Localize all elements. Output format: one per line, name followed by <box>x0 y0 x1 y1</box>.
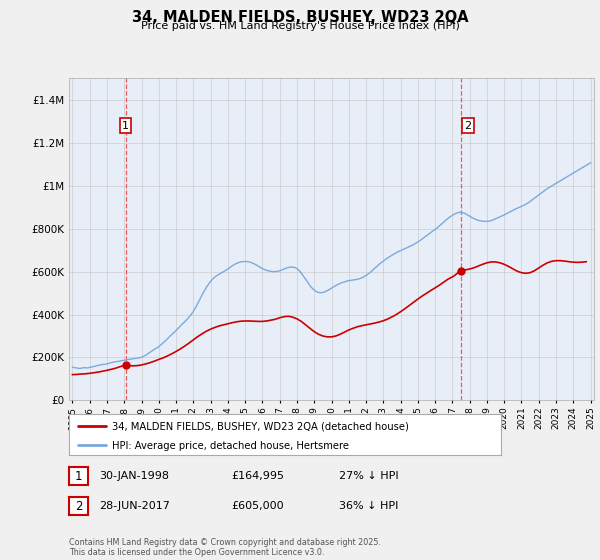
Text: 30-JAN-1998: 30-JAN-1998 <box>99 471 169 481</box>
Text: 28-JUN-2017: 28-JUN-2017 <box>99 501 170 511</box>
Text: 34, MALDEN FIELDS, BUSHEY, WD23 2QA: 34, MALDEN FIELDS, BUSHEY, WD23 2QA <box>131 10 469 25</box>
Text: Contains HM Land Registry data © Crown copyright and database right 2025.
This d: Contains HM Land Registry data © Crown c… <box>69 538 381 557</box>
Text: 34, MALDEN FIELDS, BUSHEY, WD23 2QA (detached house): 34, MALDEN FIELDS, BUSHEY, WD23 2QA (det… <box>112 422 409 432</box>
Text: £605,000: £605,000 <box>231 501 284 511</box>
Text: 1: 1 <box>122 120 129 130</box>
Text: HPI: Average price, detached house, Hertsmere: HPI: Average price, detached house, Hert… <box>112 441 349 451</box>
Text: £164,995: £164,995 <box>231 471 284 481</box>
Text: 36% ↓ HPI: 36% ↓ HPI <box>339 501 398 511</box>
Text: 2: 2 <box>464 120 472 130</box>
Text: 27% ↓ HPI: 27% ↓ HPI <box>339 471 398 481</box>
Text: 2: 2 <box>75 500 82 513</box>
Text: 1: 1 <box>75 469 82 483</box>
Text: Price paid vs. HM Land Registry's House Price Index (HPI): Price paid vs. HM Land Registry's House … <box>140 21 460 31</box>
